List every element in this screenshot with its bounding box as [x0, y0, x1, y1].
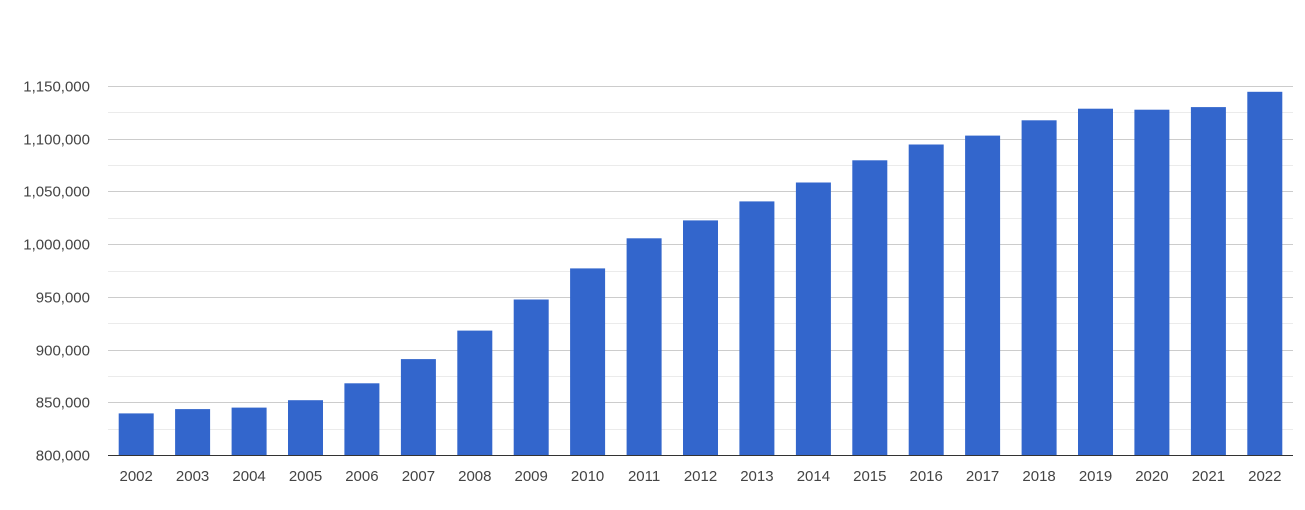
bars	[118, 91, 1283, 456]
bar-2007	[400, 359, 436, 455]
bar-2011	[626, 238, 662, 455]
y-tick-label: 1,150,000	[23, 79, 90, 96]
x-tick-label: 2007	[402, 468, 435, 485]
bar-2021	[1190, 107, 1226, 455]
x-tick-label: 2021	[1192, 468, 1225, 485]
bar-2008	[457, 330, 493, 455]
x-tick-label: 2015	[853, 468, 886, 485]
y-tick-label: 1,000,000	[23, 237, 90, 254]
x-tick-label: 2019	[1079, 468, 1112, 485]
bar-2002	[118, 413, 154, 455]
bar-2014	[795, 182, 831, 455]
x-tick-label: 2017	[966, 468, 999, 485]
x-tick-label: 2020	[1135, 468, 1168, 485]
x-tick-label: 2008	[458, 468, 491, 485]
bar-2022	[1247, 91, 1283, 456]
x-tick-label: 2022	[1248, 468, 1281, 485]
bar-2020	[1134, 109, 1170, 455]
x-tick-label: 2011	[628, 468, 660, 485]
y-tick-label: 1,050,000	[23, 184, 90, 201]
x-axis: 2002 2003 2004 2005 2006 2007 2008 2009 2010 2011…	[108, 455, 1293, 485]
bar-2018	[1021, 120, 1057, 456]
x-tick-label: 2009	[515, 468, 548, 485]
x-tick-label: 2016	[910, 468, 943, 485]
bar-2013	[739, 201, 775, 455]
x-tick-label: 2013	[740, 468, 773, 485]
y-tick-label: 850,000	[36, 395, 90, 412]
y-tick-label: 800,000	[36, 448, 90, 465]
bar-2009	[513, 299, 549, 455]
x-tick-label: 2005	[289, 468, 322, 485]
bar-2016	[908, 144, 944, 455]
x-tick-label: 2003	[176, 468, 209, 485]
x-tick-label: 2012	[684, 468, 717, 485]
y-tick-label: 1,100,000	[23, 132, 90, 149]
bar-2012	[683, 220, 718, 455]
bar-2006	[344, 383, 380, 455]
x-tick-label: 2002	[120, 468, 153, 485]
x-tick-label: 2006	[345, 468, 378, 485]
y-tick-label: 950,000	[36, 290, 90, 307]
x-tick-label: 2004	[232, 468, 265, 485]
bar-2004	[231, 407, 267, 455]
x-tick-label: 2010	[571, 468, 604, 485]
bar-2003	[175, 409, 211, 455]
y-axis: 800,000 850,000 900,000 950,000 1,000,000 1,0…	[23, 79, 90, 465]
bar-2015	[852, 160, 888, 456]
bar-2019	[1078, 108, 1113, 455]
bar-2017	[965, 135, 1001, 455]
y-tick-label: 900,000	[36, 343, 90, 360]
x-tick-label: 2014	[797, 468, 830, 485]
bar-2010	[570, 268, 606, 455]
x-tick-label: 2018	[1022, 468, 1055, 485]
bar-2005	[288, 400, 323, 455]
